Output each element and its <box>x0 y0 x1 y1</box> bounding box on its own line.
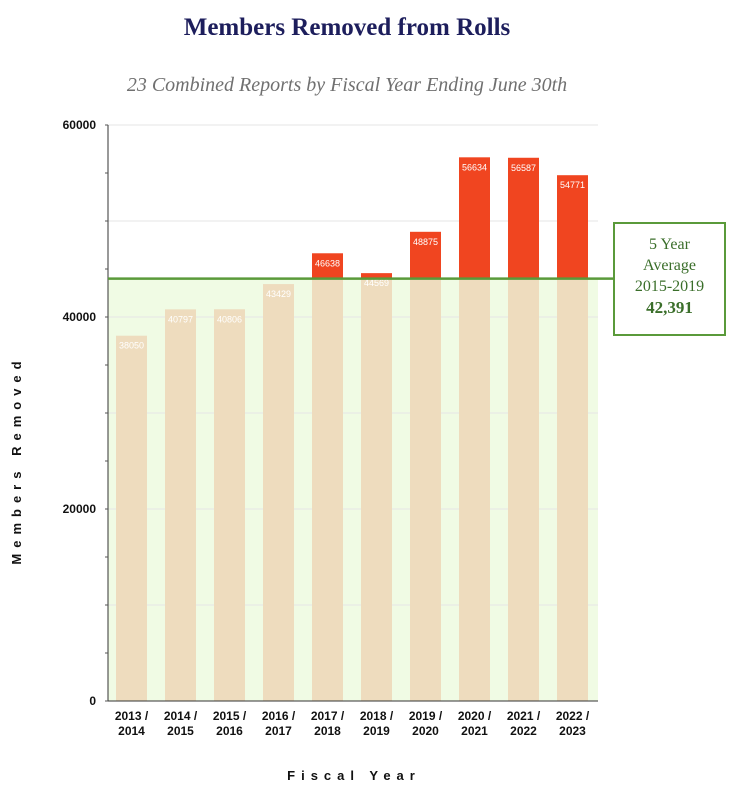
x-tick-label: 2021 / <box>507 709 541 723</box>
x-axis-title: Fiscal Year <box>287 768 421 783</box>
bar <box>508 278 539 701</box>
y-tick-label: 20000 <box>63 502 97 516</box>
bar-above-average <box>557 175 588 279</box>
bar <box>165 309 196 701</box>
x-tick-label: 2021 <box>461 724 488 738</box>
x-tick-label: 2017 <box>265 724 292 738</box>
bar-value-label: 56634 <box>462 162 487 172</box>
bar <box>361 278 392 701</box>
x-tick-label: 2013 / <box>115 709 149 723</box>
bar <box>214 309 245 701</box>
chart-subtitle: 23 Combined Reports by Fiscal Year Endin… <box>126 74 568 96</box>
bar-value-label: 54771 <box>560 180 585 190</box>
bar-value-label: 40797 <box>168 314 193 324</box>
x-tick-label: 2019 / <box>409 709 443 723</box>
x-tick-label: 2023 <box>559 724 586 738</box>
x-tick-label: 2020 <box>412 724 439 738</box>
y-tick-label: 60000 <box>63 118 97 132</box>
bar <box>116 335 147 701</box>
average-box-value: 42,391 <box>646 298 693 317</box>
x-tick-label: 2016 <box>216 724 243 738</box>
bar-value-label: 38050 <box>119 341 144 351</box>
x-tick-label: 2022 <box>510 724 537 738</box>
bar <box>263 284 294 701</box>
bar-value-label: 44569 <box>364 278 389 288</box>
bar-value-label: 48875 <box>413 237 438 247</box>
bar-above-average <box>312 253 343 279</box>
x-tick-label: 2020 / <box>458 709 492 723</box>
x-tick-label: 2022 / <box>556 709 590 723</box>
x-tick-label: 2017 / <box>311 709 345 723</box>
x-tick-label: 2016 / <box>262 709 296 723</box>
bar <box>410 278 441 701</box>
average-box-line2: Average <box>643 257 696 274</box>
y-tick-label: 40000 <box>63 310 97 324</box>
x-tick-label: 2014 <box>118 724 145 738</box>
x-tick-label: 2015 <box>167 724 194 738</box>
bar-value-label: 40806 <box>217 314 242 324</box>
x-tick-label: 2018 <box>314 724 341 738</box>
average-box-line3: 2015-2019 <box>634 278 705 295</box>
chart-title: Members Removed from Rolls <box>183 14 511 41</box>
bar-value-label: 46638 <box>315 258 340 268</box>
bar-value-label: 43429 <box>266 289 291 299</box>
five-year-average-box: 5 Year Average 2015-2019 42,391 <box>613 222 726 336</box>
bar-above-average <box>508 157 539 279</box>
average-box-line1: 5 Year <box>649 236 690 253</box>
bar <box>459 278 490 701</box>
bar-above-average <box>459 157 490 279</box>
x-tick-label: 2014 / <box>164 709 198 723</box>
y-axis-title: Members Removed <box>9 355 24 564</box>
bar <box>312 278 343 701</box>
bar-above-average <box>410 231 441 279</box>
bar <box>557 278 588 701</box>
bar-value-label: 56587 <box>511 163 536 173</box>
x-tick-label: 2018 / <box>360 709 394 723</box>
bar-above-average <box>361 273 392 279</box>
x-tick-label: 2015 / <box>213 709 247 723</box>
x-tick-label: 2019 <box>363 724 390 738</box>
y-tick-label: 0 <box>89 694 96 708</box>
